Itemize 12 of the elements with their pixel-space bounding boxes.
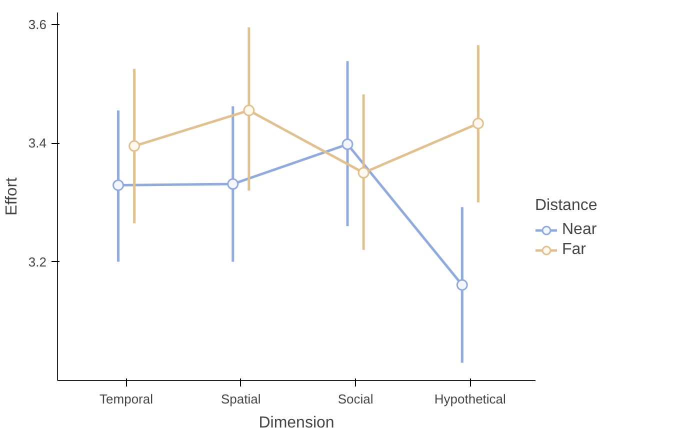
x-axis-title: Dimension <box>258 414 334 432</box>
legend-title: Distance <box>535 197 598 215</box>
y-tick-label: 3.4 <box>28 136 47 151</box>
x-tick-label: Hypothetical <box>434 392 506 406</box>
y-tick-label: 3.6 <box>28 16 47 32</box>
y-tick-label: 3.2 <box>28 254 47 270</box>
x-tick-label: Spatial <box>221 392 261 406</box>
legend-label: Near <box>562 221 597 239</box>
x-tick-label: Temporal <box>100 392 154 406</box>
y-axis-title: Effort <box>3 176 20 216</box>
legend-label: Far <box>562 241 586 259</box>
x-tick-label: Social <box>338 392 374 406</box>
